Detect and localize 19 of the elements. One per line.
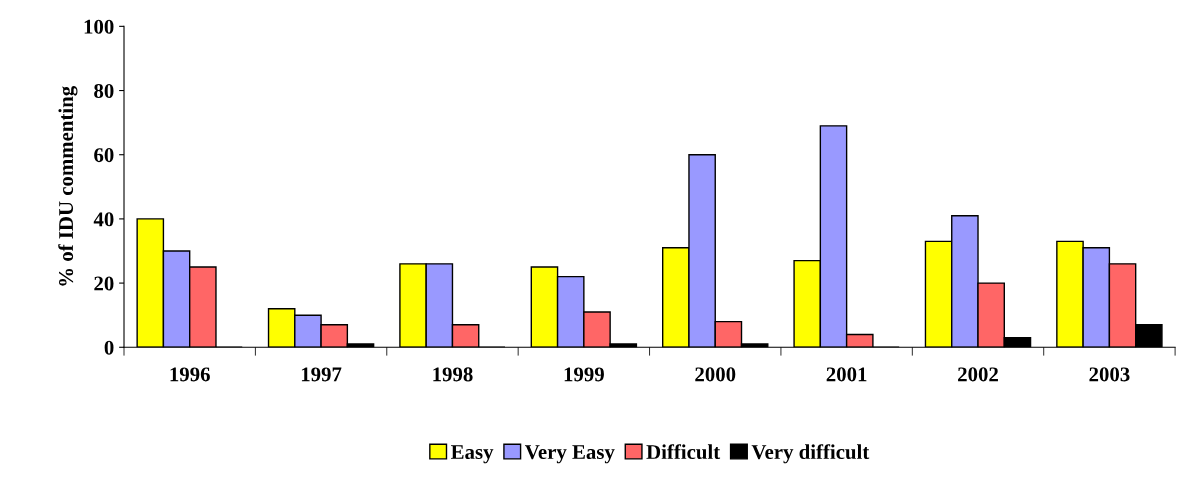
legend-label: Easy	[451, 445, 494, 464]
x-tick-label: 2003	[1089, 367, 1130, 382]
legend-label: Very Easy	[524, 445, 615, 464]
x-tick-label: 1998	[433, 367, 473, 382]
legend-label: Difficult	[646, 444, 721, 460]
y-tick-label: 60	[94, 148, 114, 163]
y-axis-title: % of IDU commenting	[58, 86, 78, 286]
x-tick-label: 1999	[564, 367, 604, 382]
y-tick-label: 40	[93, 212, 114, 227]
y-tick-label: 80	[94, 83, 114, 98]
legend-label: Very difficult	[751, 444, 870, 464]
y-tick-label: 0	[104, 340, 114, 355]
x-tick-label: 2001	[826, 367, 867, 382]
x-tick-label: 2000	[695, 367, 736, 382]
y-tick-label: 100	[84, 19, 114, 34]
y-tick-label: 20	[94, 276, 114, 291]
x-tick-label: 1997	[301, 367, 342, 382]
x-tick-label: 1996	[170, 367, 210, 382]
x-tick-label: 2002	[958, 367, 998, 382]
